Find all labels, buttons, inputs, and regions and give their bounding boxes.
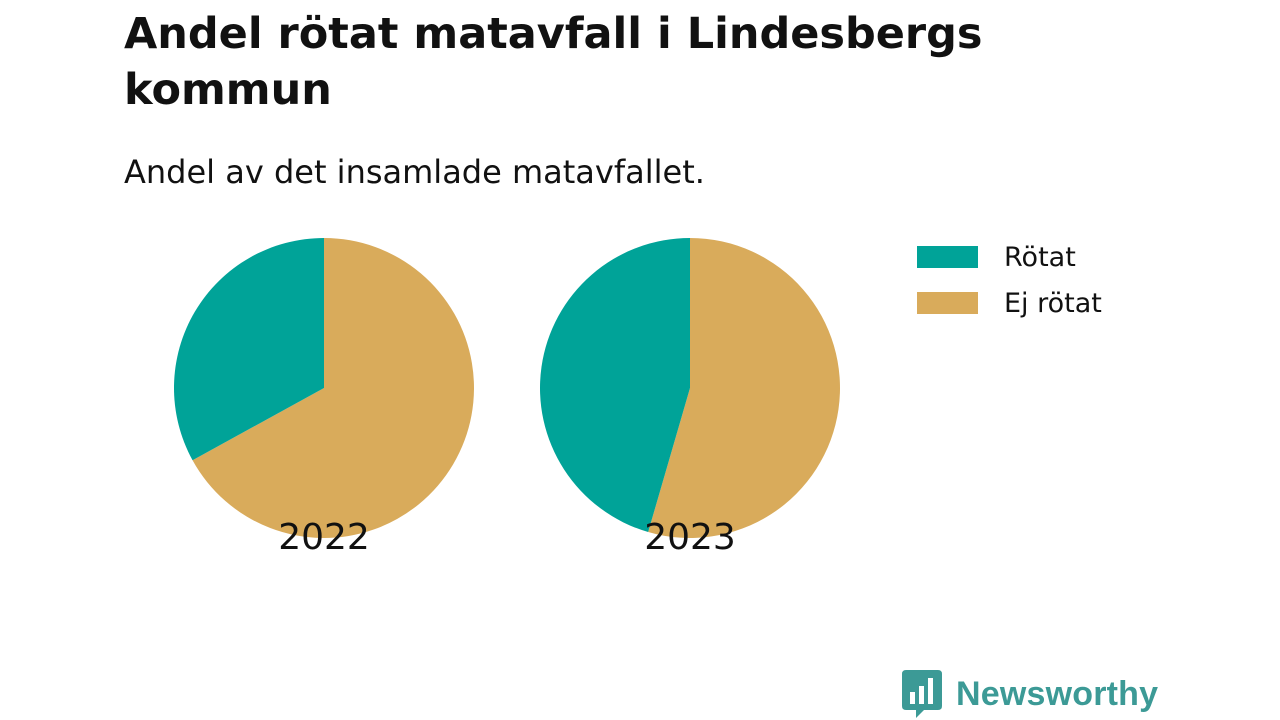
pie-slice-2022-ej-rotat [192, 238, 474, 538]
bar-chart-speech-bubble-icon [902, 670, 942, 718]
pie-slice-2023-rotat [539, 238, 690, 533]
brand-name: Newsworthy [956, 674, 1159, 713]
legend: Rötat Ej rötat [917, 234, 1102, 326]
legend-item-ej-rotat: Ej rötat [917, 280, 1102, 326]
chart-subtitle: Andel av det insamlade matavfallet. [124, 153, 705, 191]
legend-label-ej-rotat: Ej rötat [1004, 287, 1102, 319]
legend-swatch-ej-rotat [917, 292, 978, 314]
pie-label-2023: 2023 [644, 517, 736, 558]
pie-slice-2023-ej-rotat [648, 238, 840, 538]
brand-logo: Newsworthy [902, 670, 1158, 718]
pie-label-2022: 2022 [278, 517, 370, 558]
legend-item-rotat: Rötat [917, 234, 1102, 280]
legend-swatch-rotat [917, 246, 978, 268]
chart-title: Andel rötat matavfall i Lindesbergs komm… [124, 9, 983, 115]
legend-label-rotat: Rötat [1004, 241, 1076, 273]
pie-slice-2022-rotat [173, 237, 324, 461]
